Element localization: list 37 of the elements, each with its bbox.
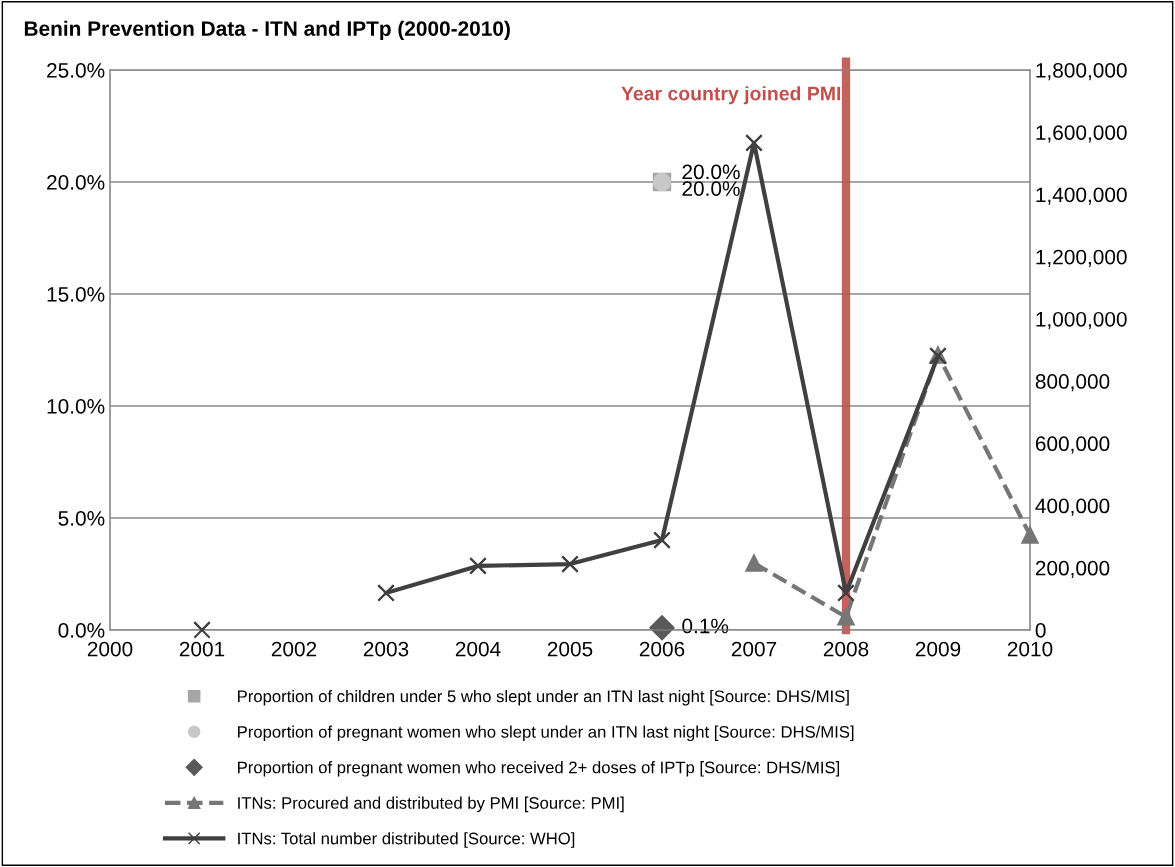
x-tick-label: 2003: [363, 641, 409, 657]
y2-tick-label: 1,400,000: [1036, 187, 1127, 205]
y2-tick-label: 800,000: [1035, 374, 1110, 392]
x-tick-label: 2008: [823, 641, 869, 657]
legend-label: ITNs: Total number distributed [Source: WHO]: [238, 832, 575, 848]
x-tick-label: 2004: [455, 641, 501, 657]
data-label: 20.0%: [682, 164, 740, 180]
data-label: 20.0%: [682, 181, 740, 196]
y-tick-label: 15.0%: [47, 287, 105, 302]
legend-label: Proportion of children under 5 who slept under an ITN last night [Source: DHS/MIS]: [238, 690, 849, 706]
y2-tick-label: 600,000: [1035, 436, 1110, 454]
y-tick-label: 25.0%: [47, 63, 105, 78]
legend-label: ITNs: Procured and distributed by PMI [Source: PMI]: [238, 796, 624, 813]
legend-label: Proportion of pregnant women who received 2+ doses of IPTp [Source: DHS/MIS]: [238, 761, 840, 777]
y2-tick-label: 400,000: [1035, 498, 1110, 516]
x-tick-label: 2002: [271, 641, 317, 657]
y2-tick-label: 1,000,000: [1036, 311, 1127, 330]
x-tick-label: 2007: [731, 641, 777, 657]
y-tick-label: 10.0%: [47, 399, 105, 414]
y2-tick-label: 200,000: [1035, 560, 1110, 578]
legend-label: Proportion of pregnant women who slept under an ITN last night [Source: DHS/MIS]: [238, 725, 854, 742]
x-tick-label: 2009: [915, 641, 961, 657]
y2-tick-label: 0: [1035, 623, 1046, 638]
x-tick-label: 2005: [547, 641, 593, 657]
ref-line-label: Year country joined PMI: [621, 86, 841, 105]
chart-title: Benin Prevention Data - ITN and IPTp (2000-2010): [24, 20, 510, 41]
x-tick-label: 2006: [639, 641, 685, 657]
y2-tick-label: 1,600,000: [1036, 125, 1127, 143]
y-tick-label: 20.0%: [47, 175, 105, 190]
y2-tick-label: 1,200,000: [1036, 249, 1127, 267]
data-label: 0.1%: [682, 618, 729, 634]
x-tick-label: 2010: [1007, 641, 1053, 657]
x-tick-label: 2000: [87, 641, 133, 657]
y2-tick-label: 1,800,000: [1036, 63, 1127, 81]
y-tick-label: 5.0%: [58, 511, 105, 526]
x-tick-label: 2001: [179, 641, 225, 657]
y-tick-label: 0.0%: [58, 623, 105, 638]
